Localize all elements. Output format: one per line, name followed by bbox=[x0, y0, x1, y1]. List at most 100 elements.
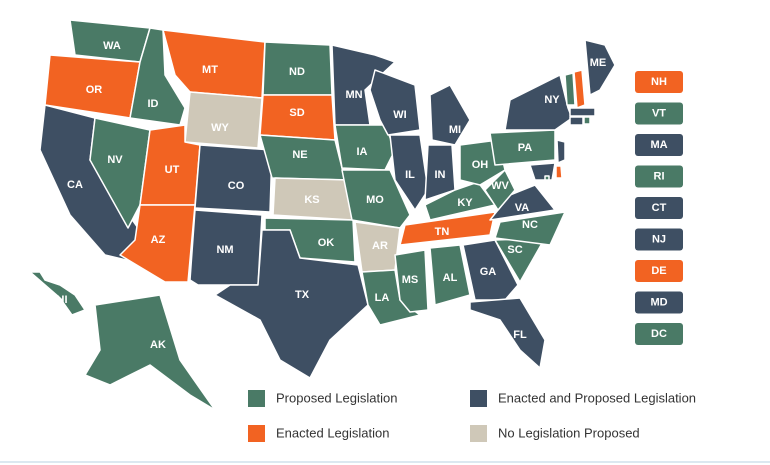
state-label: GA bbox=[480, 266, 497, 278]
state-label: NV bbox=[107, 154, 123, 166]
state-label: IL bbox=[405, 169, 415, 181]
state-label: WA bbox=[103, 40, 121, 52]
state-shape bbox=[504, 74, 573, 131]
state-shape bbox=[194, 144, 273, 213]
small-state-shape bbox=[573, 69, 586, 109]
state-label: NM bbox=[216, 244, 233, 256]
state-label: WV bbox=[491, 180, 509, 192]
small-state-shape bbox=[569, 107, 596, 117]
state-shape bbox=[399, 211, 496, 246]
state-label: PA bbox=[518, 142, 533, 154]
state-box bbox=[635, 228, 683, 251]
state-label: HI bbox=[57, 294, 68, 306]
state-label: MN bbox=[345, 89, 362, 101]
state-box-label: CT bbox=[652, 202, 667, 214]
legend-label: Proposed Legislation bbox=[276, 390, 397, 405]
state-label: AZ bbox=[151, 234, 166, 246]
state-box bbox=[635, 260, 683, 282]
state-shape bbox=[29, 271, 86, 316]
state-shape bbox=[429, 84, 471, 146]
state-label: ID bbox=[148, 98, 159, 110]
state-shape bbox=[389, 134, 429, 211]
small-state-shape bbox=[569, 116, 584, 126]
legend-label: No Legislation Proposed bbox=[498, 425, 640, 440]
state-box bbox=[635, 291, 683, 314]
state-label: WI bbox=[393, 109, 406, 121]
state-box-label: DE bbox=[651, 265, 666, 277]
state-label: FL bbox=[513, 329, 527, 341]
state-label: IA bbox=[357, 146, 368, 158]
state-label: KS bbox=[304, 194, 319, 206]
state-label: WY bbox=[211, 122, 229, 134]
state-label: LA bbox=[375, 292, 390, 304]
state-box bbox=[635, 323, 683, 345]
state-shape bbox=[369, 69, 421, 136]
state-box bbox=[635, 197, 683, 219]
state-shape bbox=[341, 169, 411, 229]
state-label: MT bbox=[202, 64, 218, 76]
state-shape bbox=[334, 124, 396, 171]
state-label: OK bbox=[318, 237, 335, 249]
state-shape bbox=[361, 269, 421, 326]
small-state-shape bbox=[556, 139, 566, 164]
state-label: TX bbox=[295, 289, 310, 301]
state-shape bbox=[129, 27, 186, 126]
state-shape bbox=[184, 91, 263, 149]
state-label: SC bbox=[507, 244, 522, 256]
state-box bbox=[635, 71, 683, 93]
state-shape bbox=[469, 297, 546, 369]
state-label: NC bbox=[522, 219, 538, 231]
state-shape bbox=[214, 229, 369, 379]
state-label: KY bbox=[457, 197, 473, 209]
legend-label: Enacted and Proposed Legislation bbox=[498, 390, 696, 405]
state-label: IN bbox=[435, 169, 446, 181]
state-box-label: MD bbox=[650, 296, 667, 308]
state-label: CA bbox=[67, 179, 83, 191]
state-shape bbox=[429, 244, 471, 306]
state-shape bbox=[584, 39, 616, 96]
state-box bbox=[635, 102, 683, 125]
state-box-label: MA bbox=[650, 139, 667, 151]
state-label: MS bbox=[402, 274, 419, 286]
state-shape bbox=[484, 169, 516, 211]
state-label: AR bbox=[372, 240, 388, 252]
state-box-label: RI bbox=[654, 170, 665, 182]
legend-swatch bbox=[470, 390, 487, 407]
state-box-label: VT bbox=[652, 107, 666, 119]
state-label: NY bbox=[544, 94, 560, 106]
state-label: AL bbox=[443, 272, 458, 284]
state-label: OR bbox=[86, 84, 103, 96]
state-label: SD bbox=[289, 107, 304, 119]
state-shape bbox=[489, 129, 556, 166]
state-label: VA bbox=[515, 202, 530, 214]
small-state-shape bbox=[564, 72, 576, 106]
legend-swatch bbox=[248, 425, 265, 442]
state-label: NE bbox=[292, 149, 307, 161]
state-shape bbox=[394, 249, 429, 313]
state-box-label: NH bbox=[651, 76, 667, 88]
legend-label: Enacted Legislation bbox=[276, 425, 389, 440]
state-label: UT bbox=[165, 164, 180, 176]
state-shape bbox=[462, 239, 519, 301]
state-label: CO bbox=[228, 180, 245, 192]
state-box bbox=[635, 165, 683, 188]
state-shape bbox=[89, 117, 151, 229]
state-label: MI bbox=[449, 124, 461, 136]
state-shape bbox=[189, 209, 263, 286]
state-box-label: NJ bbox=[652, 233, 666, 245]
state-label: TN bbox=[435, 226, 450, 238]
state-shape bbox=[84, 294, 216, 411]
state-label: ME bbox=[590, 57, 607, 69]
small-state-shape bbox=[544, 175, 550, 181]
legend-swatch bbox=[470, 425, 487, 442]
state-label: AK bbox=[150, 339, 166, 351]
small-state-shape bbox=[583, 116, 591, 125]
small-state-shape bbox=[529, 162, 556, 181]
legend-swatch bbox=[248, 390, 265, 407]
state-label: ND bbox=[289, 66, 305, 78]
state-label: MO bbox=[366, 194, 384, 206]
state-box-label: DC bbox=[651, 328, 667, 340]
small-state-shape bbox=[555, 165, 563, 179]
state-box bbox=[635, 134, 683, 156]
